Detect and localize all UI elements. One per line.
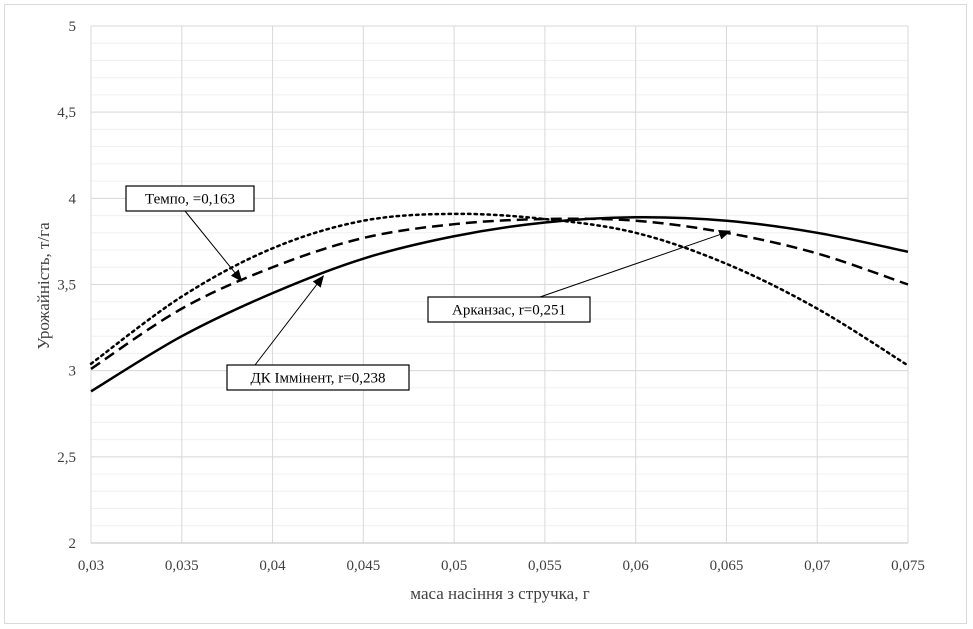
x-tick-label: 0,055 [528, 558, 562, 574]
y-tick-label: 2 [69, 536, 77, 552]
x-tick-label: 0,03 [78, 558, 104, 574]
x-tick-label: 0,07 [804, 558, 831, 574]
annotation-arrow [184, 210, 243, 282]
series-layer [89, 212, 910, 393]
annotations: Темпо, =0,163 Арканзас, r=0,251 ДК Іммінен… [125, 185, 732, 391]
annotation-label: ДК Іммінент, r=0,238 [251, 371, 386, 387]
y-tick-labels: 2 2,5 3 3,5 4 4,5 5 [57, 19, 76, 552]
x-tick-label: 0,065 [710, 558, 744, 574]
x-tick-labels: 0,03 0,035 0,04 0,045 0,05 0,055 0,06 0,065 0,07… [78, 558, 925, 574]
series-line-дк-іммінент [90, 215, 909, 393]
x-tick-label: 0,06 [623, 558, 650, 574]
y-tick-label: 4 [69, 191, 77, 207]
annotation-label: Темпо, =0,163 [145, 192, 235, 208]
x-tick-label: 0,04 [259, 558, 286, 574]
annotation-arrow [539, 229, 732, 298]
x-tick-label: 0,075 [891, 558, 925, 574]
annotation-box [226, 364, 410, 391]
x-axis-title: маса насіння з стручка, г [410, 584, 589, 603]
annotation-arrow [254, 275, 324, 366]
y-tick-label: 3 [69, 364, 77, 380]
series-line-темпо [89, 212, 910, 367]
annotation-box [125, 185, 255, 212]
y-tick-label: 2,5 [57, 450, 76, 466]
annotation-box [427, 296, 591, 323]
y-tick-label: 4,5 [57, 105, 76, 121]
annotation-label: Арканзас, r=0,251 [452, 303, 566, 319]
x-tick-label: 0,045 [346, 558, 380, 574]
y-tick-label: 5 [69, 19, 77, 35]
x-tick-label: 0,05 [441, 558, 467, 574]
x-tick-label: 0,035 [165, 558, 199, 574]
y-axis-title: Урожайність, т/га [34, 222, 53, 350]
major-gridlines [90, 25, 909, 544]
series-line-арканзас [90, 217, 909, 370]
y-tick-label: 3,5 [57, 278, 76, 294]
